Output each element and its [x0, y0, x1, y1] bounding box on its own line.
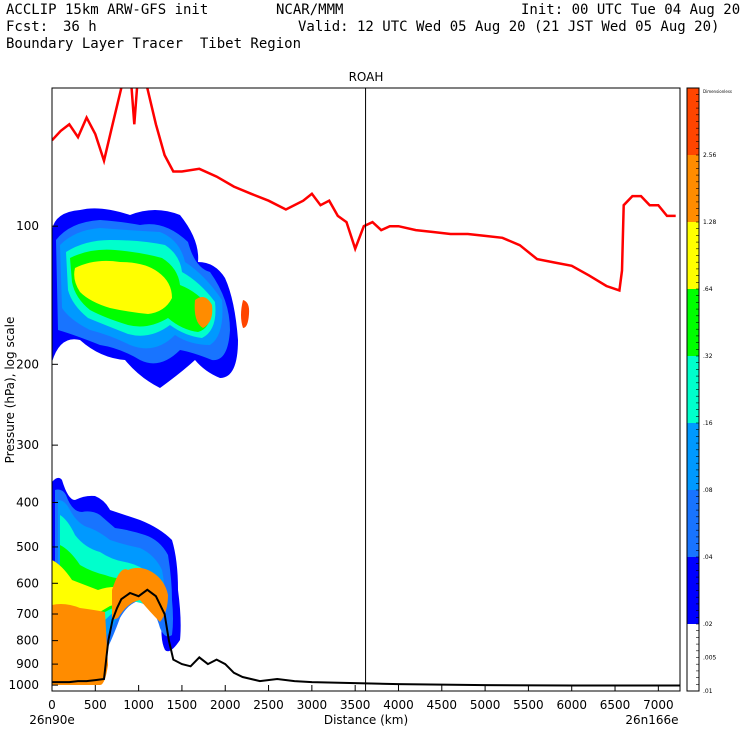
- x-tick-label: 3500: [340, 698, 371, 712]
- colorbar-label: 2.56: [703, 152, 717, 159]
- tracer-contour-upper-5: [74, 260, 172, 314]
- colorbar-swatch: [687, 222, 699, 289]
- x-tick-label: 4500: [427, 698, 458, 712]
- colorbar-label: .005: [703, 655, 717, 662]
- y-tick-label: 500: [16, 540, 39, 554]
- y-tick-label: 700: [16, 607, 39, 621]
- tracer-field: [52, 208, 250, 685]
- x-tick-label: 6500: [600, 698, 631, 712]
- colorbar-swatch: [687, 423, 699, 490]
- x-endpoint-left: 26n90e: [29, 713, 75, 727]
- y-tick-label: 1000: [8, 678, 39, 692]
- colorbar-swatch: [687, 356, 699, 423]
- colorbar-label: .64: [703, 286, 713, 293]
- colorbar-label: .02: [703, 621, 713, 628]
- x-axis: 0 500 1000 1500 2000 2500 3000 3500 4000 4500 5000…: [48, 685, 674, 712]
- tracer-contour-upper-6: [194, 296, 213, 328]
- y-tick-label: 800: [16, 634, 39, 648]
- x-axis-label: Distance (km): [324, 713, 408, 727]
- colorbar-label: .32: [703, 353, 713, 360]
- valid-time: Valid: 12 UTC Wed 05 Aug 20 (21 JST Wed …: [298, 19, 720, 35]
- colorbar-swatch: [687, 624, 699, 691]
- x-tick-label: 1500: [167, 698, 198, 712]
- y-tick-label: 600: [16, 576, 39, 590]
- colorbar-swatch: [687, 88, 699, 155]
- colorbar-swatch: [687, 490, 699, 557]
- y-tick-label: 900: [16, 657, 39, 671]
- x-endpoint-right: 26n166e: [625, 713, 678, 727]
- x-tick-label: 5000: [470, 698, 501, 712]
- x-tick-label: 0: [48, 698, 56, 712]
- subtitle: Boundary Layer Tracer Tibet Region: [6, 36, 302, 52]
- colorbar-label: 1.28: [703, 219, 717, 226]
- x-tick-label: 1000: [123, 698, 154, 712]
- x-tick-label: 500: [84, 698, 107, 712]
- chart-title: ROAH: [349, 70, 384, 84]
- tracer-contour-lower-14: [52, 604, 108, 685]
- tracer-contour-upper-7: [241, 300, 250, 328]
- x-tick-label: 6000: [556, 698, 587, 712]
- fcst-label: Fcst:: [6, 19, 49, 35]
- plot-frame: [51, 87, 681, 692]
- y-tick-label: 400: [16, 495, 39, 509]
- colorbar: Dimensionless 2.56 1.28 .64 .32 .16 .08 .04 .02.…: [686, 87, 732, 695]
- colorbar-swatch: [687, 155, 699, 222]
- colorbar-swatch: [687, 289, 699, 356]
- terrain-line: [52, 588, 680, 687]
- colorbar-label: .04: [703, 554, 713, 561]
- colorbar-swatch: [687, 557, 699, 624]
- y-tick-label: 100: [16, 219, 39, 233]
- x-tick-label: 7000: [643, 698, 674, 712]
- y-axis: 100 200 300 400 500 600 700 800 900 1000: [8, 219, 58, 692]
- fcst-value: 36 h: [63, 19, 97, 35]
- line-layer: [52, 88, 680, 687]
- colorbar-label: Dimensionless: [703, 89, 732, 94]
- x-tick-label: 2500: [253, 698, 284, 712]
- init-time: Init: 00 UTC Tue 04 Aug 20: [521, 2, 740, 18]
- y-axis-label: Pressure (hPa), log scale: [3, 317, 17, 464]
- y-tick-label: 200: [16, 357, 39, 371]
- org-label: NCAR/MMM: [276, 2, 344, 18]
- x-tick-label: 4000: [383, 698, 414, 712]
- y-tick-label: 300: [16, 438, 39, 452]
- colorbar-label: .01: [703, 688, 713, 695]
- tropopause-line: [52, 88, 676, 293]
- x-tick-label: 3000: [297, 698, 328, 712]
- colorbar-label: .16: [703, 420, 713, 427]
- colorbar-label: .08: [703, 487, 713, 494]
- x-tick-label: 5500: [513, 698, 544, 712]
- x-tick-label: 2000: [210, 698, 241, 712]
- model-title: ACCLIP 15km ARW-GFS init: [6, 2, 209, 18]
